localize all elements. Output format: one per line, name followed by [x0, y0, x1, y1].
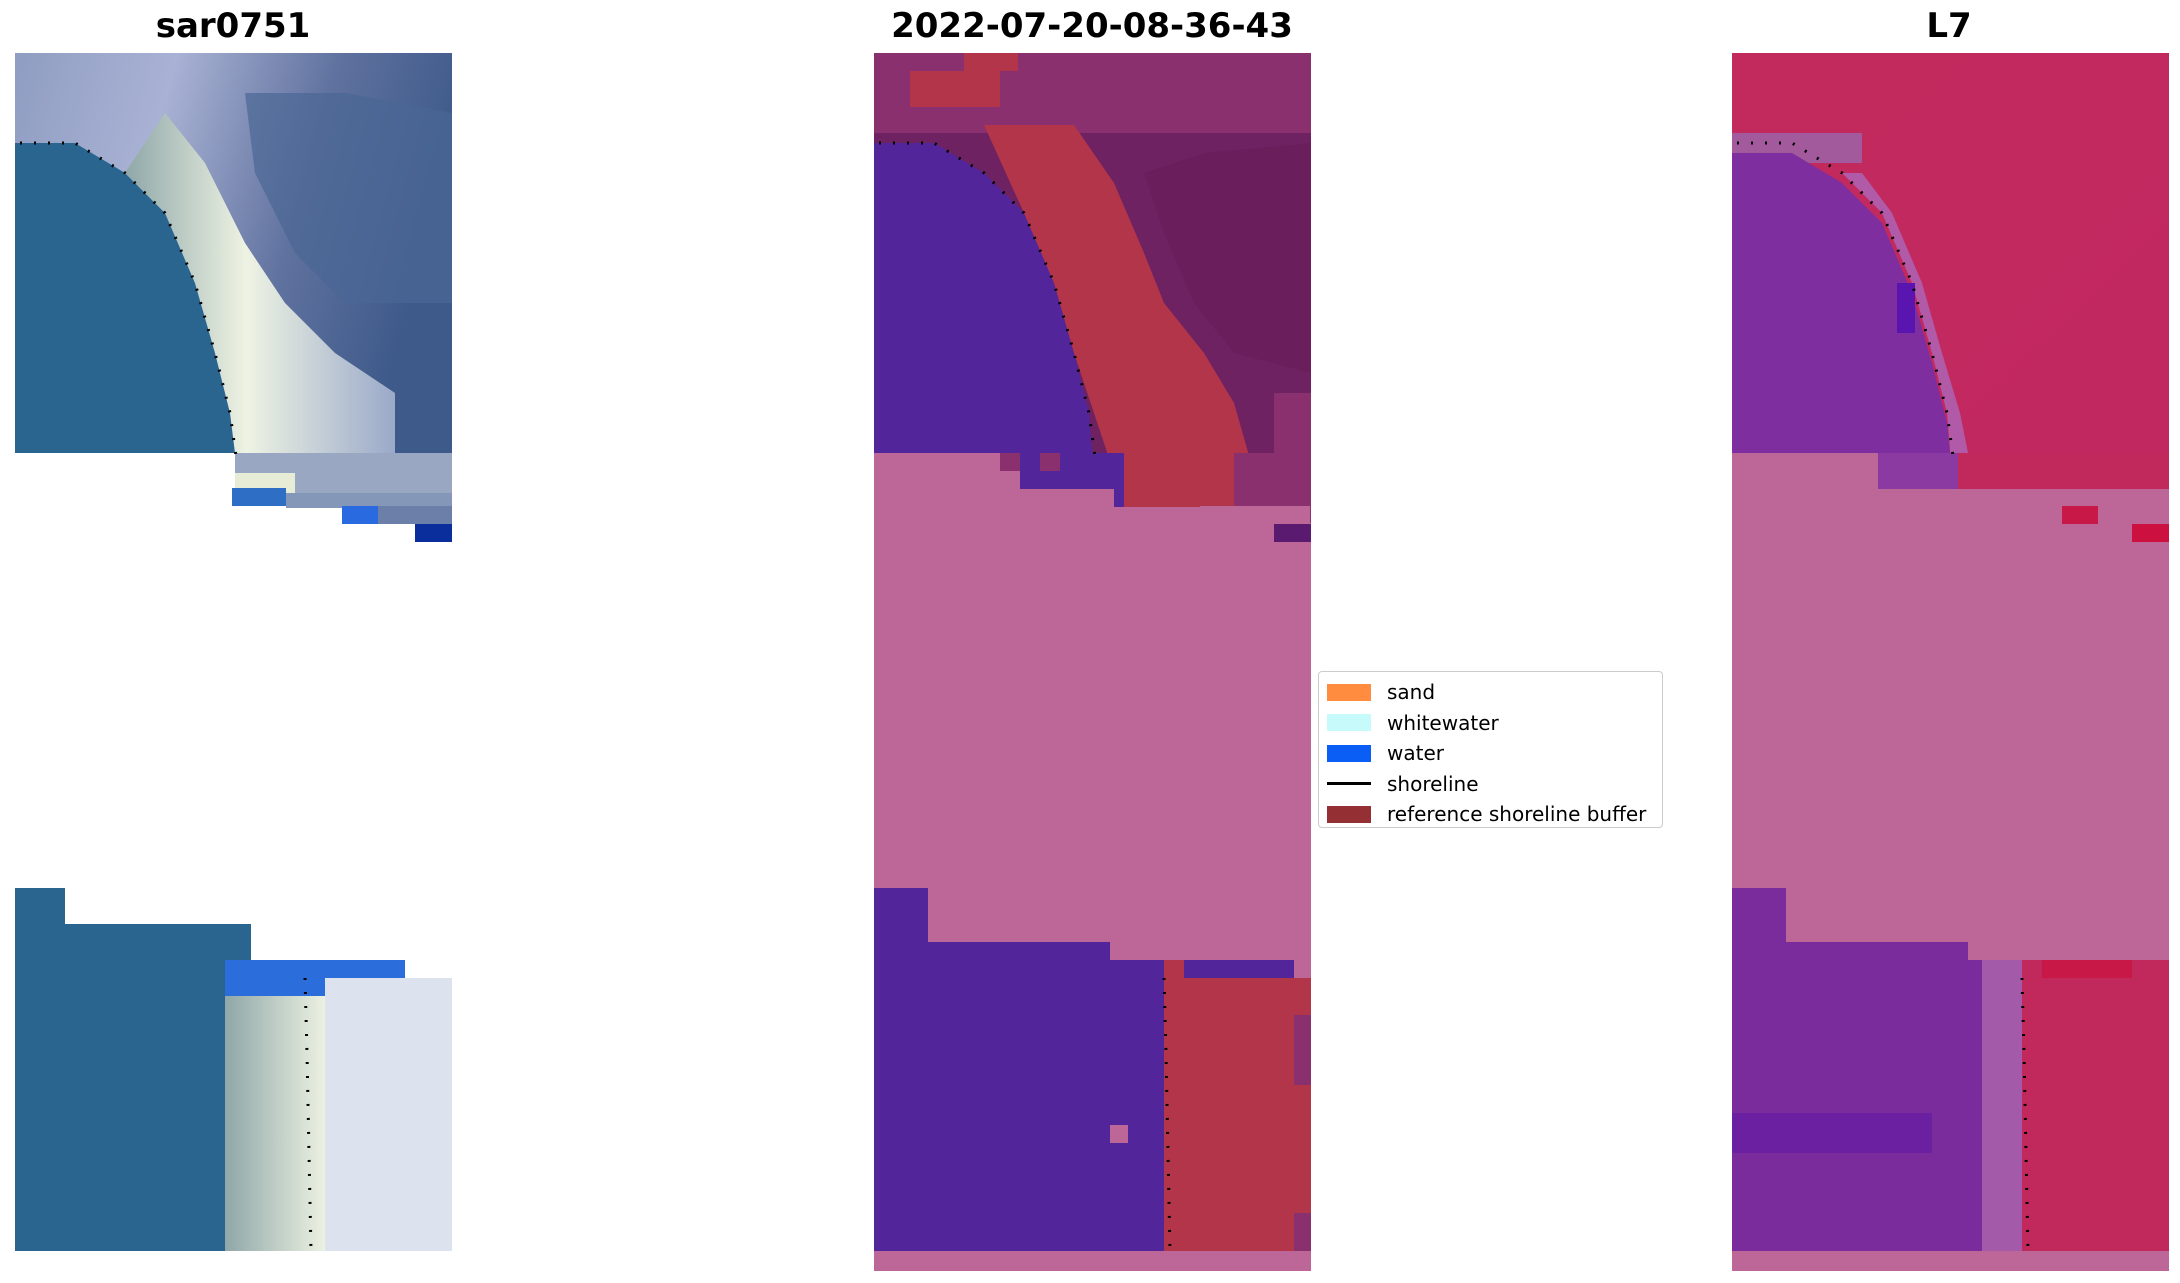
shoreline-rgb-bottom	[303, 977, 313, 1252]
legend-label: shoreline	[1387, 771, 1479, 796]
rgb-image-panel	[15, 53, 452, 1271]
legend-label: water	[1387, 741, 1444, 766]
rgb-bottom-region	[15, 888, 452, 1271]
legend-label: sand	[1387, 680, 1436, 705]
legend-item-reference-buffer: reference shoreline buffer	[1327, 799, 1654, 830]
shoreline-class-bottom	[1162, 977, 1172, 1252]
panel-title-classification: 2022-07-20-08-36-43	[891, 6, 1293, 46]
panel-title-index: L7	[1926, 6, 1972, 46]
legend-swatch-shoreline	[1327, 782, 1371, 786]
rgb-top-region	[15, 53, 452, 548]
legend-label: whitewater	[1387, 710, 1499, 735]
class-top-region	[874, 53, 1311, 543]
legend: sand whitewater water shoreline referenc…	[1318, 671, 1663, 828]
classification-panel	[874, 53, 1311, 1271]
legend-item-sand: sand	[1327, 677, 1654, 708]
index-image-panel	[1732, 53, 2169, 1271]
index-bottom-region	[1732, 888, 2169, 1271]
legend-label: reference shoreline buffer	[1387, 802, 1647, 827]
legend-swatch-reference-buffer	[1327, 805, 1371, 823]
panel-title-rgb: sar0751	[155, 6, 311, 46]
legend-swatch-sand	[1327, 683, 1371, 701]
legend-swatch-water	[1327, 744, 1371, 762]
shoreline-index-bottom	[2020, 977, 2030, 1252]
legend-item-water: water	[1327, 738, 1654, 769]
legend-item-whitewater: whitewater	[1327, 708, 1654, 739]
class-bottom-region	[874, 888, 1311, 1271]
legend-item-shoreline: shoreline	[1327, 769, 1654, 800]
index-top-region	[1732, 53, 2169, 543]
legend-swatch-whitewater	[1327, 714, 1371, 732]
